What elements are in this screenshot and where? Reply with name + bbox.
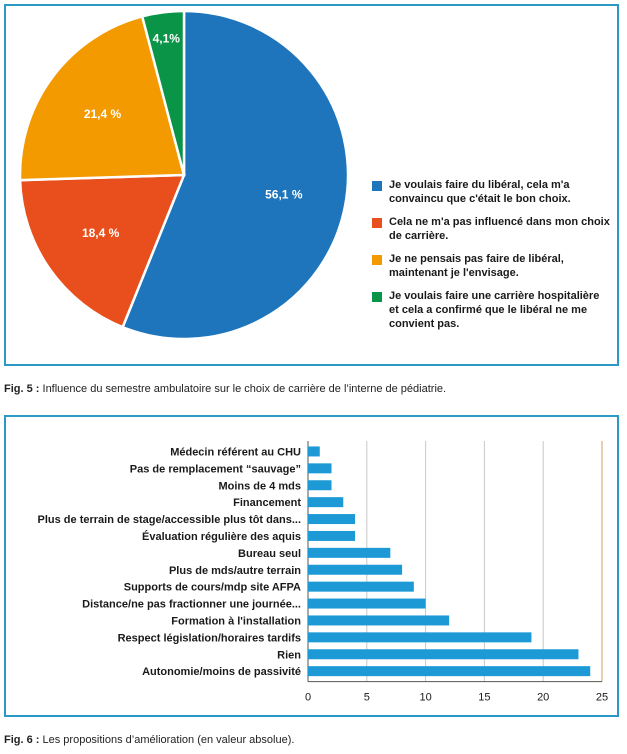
legend-swatch-orange — [372, 255, 382, 265]
category-label: Plus de terrain de stage/accessible plus… — [38, 514, 301, 526]
caption-text: Influence du semestre ambulatoire sur le… — [39, 383, 447, 395]
pie-slice-orange — [18, 14, 186, 182]
x-tick-label: 5 — [364, 692, 370, 704]
bar — [308, 666, 591, 677]
pie-chart: 56,1 % 18,4 % 21,4 % 4,1% — [18, 9, 350, 341]
pie-slice-label: 56,1 % — [265, 187, 303, 201]
category-label: Médecin référent au CHU — [170, 446, 301, 458]
figure-6-caption: Fig. 6 : Les propositions d’amélioration… — [4, 734, 294, 746]
x-tick-label: 20 — [537, 692, 549, 704]
x-tick-label: 25 — [596, 692, 608, 704]
legend-swatch-blue — [372, 181, 382, 191]
bar-chart: Médecin référent au CHU Pas de remplaceme… — [38, 441, 608, 704]
pie-legend: Je voulais faire du libéral, cela m'a co… — [372, 178, 610, 340]
pie-slice-label: 18,4 % — [82, 226, 120, 240]
category-label: Distance/ne pas fractionner une journée.… — [82, 599, 301, 611]
caption-text: Les propositions d’amélioration (en vale… — [39, 734, 295, 746]
category-label: Financement — [233, 497, 301, 509]
category-label: Moins de 4 mds — [218, 480, 301, 492]
bar — [308, 463, 332, 474]
legend-swatch-green — [372, 292, 382, 302]
legend-text: Je ne pensais pas faire de libéral, main… — [389, 253, 564, 279]
legend-item-now-considering: Je ne pensais pas faire de libéral, main… — [372, 252, 610, 280]
pie-slice-red — [18, 173, 186, 329]
bar — [308, 530, 356, 541]
x-tick-label: 10 — [419, 692, 431, 704]
category-label: Bureau seul — [238, 548, 301, 560]
caption-label: Fig. 5 : — [4, 383, 40, 395]
legend-text: Je voulais faire du libéral, cela m'a co… — [389, 179, 571, 205]
legend-text: Cela ne m'a pas influencé dans mon choix… — [389, 216, 610, 242]
category-label: Pas de remplacement “sauvage” — [130, 463, 301, 475]
bar — [308, 581, 414, 592]
category-label: Autonomie/moins de passivité — [142, 666, 301, 678]
bar — [308, 547, 391, 558]
pie-slice-green — [140, 9, 186, 176]
bar — [308, 446, 320, 457]
category-label: Évaluation régulière des aquis — [142, 530, 301, 543]
category-label: Plus de mds/autre terrain — [169, 565, 301, 577]
bar — [308, 649, 579, 660]
bar — [308, 598, 426, 609]
x-tick-label: 15 — [478, 692, 490, 704]
bar — [308, 632, 532, 643]
bar — [308, 564, 403, 575]
pie-slice-label: 4,1% — [153, 31, 181, 45]
legend-swatch-red — [372, 218, 382, 228]
legend-item-hospital-confirmed: Je voulais faire une carrière hospitaliè… — [372, 289, 610, 331]
bar — [308, 497, 344, 508]
legend-item-no-influence: Cela ne m'a pas influencé dans mon choix… — [372, 215, 610, 243]
pie-slice-blue — [121, 9, 350, 341]
category-label: Rien — [277, 649, 301, 661]
bar — [308, 514, 356, 525]
bar — [308, 615, 450, 626]
category-label: Formation à l'installation — [171, 615, 301, 627]
legend-text: Je voulais faire une carrière hospitaliè… — [389, 290, 600, 330]
x-tick-label: 0 — [305, 692, 311, 704]
category-label: Supports de cours/mdp site AFPA — [124, 582, 301, 594]
caption-label: Fig. 6 : — [4, 734, 40, 746]
bar — [308, 480, 332, 491]
pie-slice-label: 21,4 % — [84, 107, 122, 121]
category-label: Respect législation/horaires tardifs — [118, 632, 301, 644]
figure-5-caption: Fig. 5 : Influence du semestre ambulatoi… — [4, 383, 446, 395]
legend-item-liberal-convinced: Je voulais faire du libéral, cela m'a co… — [372, 178, 610, 206]
